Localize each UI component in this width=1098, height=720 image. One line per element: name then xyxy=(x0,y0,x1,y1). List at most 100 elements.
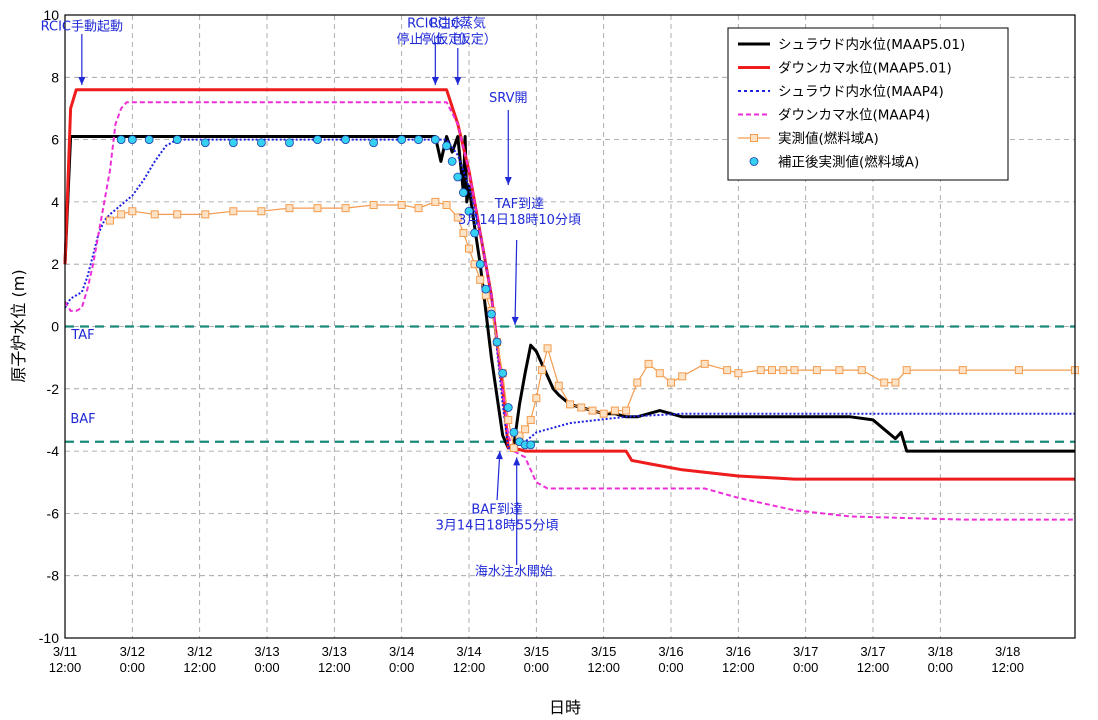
measured-point xyxy=(257,207,266,216)
annotation-arrowhead xyxy=(495,451,503,460)
annotation-arrowhead xyxy=(454,77,462,85)
corrected-point xyxy=(509,428,519,437)
measured-point xyxy=(369,201,378,210)
x-tick-label: 3/17 xyxy=(793,644,818,659)
annotation-arrowhead xyxy=(431,77,439,85)
measured-point xyxy=(173,210,182,219)
y-tick-label: 4 xyxy=(51,194,59,210)
annotation-arrowhead xyxy=(78,77,86,85)
measured-point xyxy=(521,425,530,434)
corrected-point xyxy=(487,309,496,319)
measured-point xyxy=(532,394,541,403)
measured-point xyxy=(880,378,889,387)
y-tick-label: 10 xyxy=(43,7,59,23)
x-tick-label: 3/12 xyxy=(120,644,145,659)
annotation-text: RCIC手動起動 xyxy=(41,20,123,35)
legend-label: ダウンカマ水位(MAAP4) xyxy=(778,108,930,124)
legend-box xyxy=(727,27,1009,181)
x-tick-label: 12:00 xyxy=(183,660,216,675)
measured-point xyxy=(465,244,473,253)
x-tick-label: 3/16 xyxy=(726,644,751,659)
annotation-text: BAF到達 xyxy=(471,502,522,517)
x-tick-label: 3/15 xyxy=(524,644,549,659)
measured-point xyxy=(678,372,687,381)
measured-point xyxy=(790,366,799,375)
annotation-text: 3月14日18時55分頃 xyxy=(436,518,559,533)
x-tick-label: 12:00 xyxy=(722,660,755,675)
y-tick-label: 8 xyxy=(51,69,59,85)
annotation-arrow xyxy=(496,451,501,501)
y-axis-title: 原子炉水位 (m) xyxy=(9,269,28,382)
legend-swatch xyxy=(750,134,758,142)
series-line-3 xyxy=(64,101,1075,521)
annotation-text: TAF到達 xyxy=(494,197,544,212)
measured-point xyxy=(958,366,967,375)
annotation-text: RCIC注水 xyxy=(407,16,463,31)
annotation-arrowhead xyxy=(504,177,512,185)
corrected-point xyxy=(526,440,536,450)
x-tick-label: 12:00 xyxy=(49,660,82,675)
corrected-point xyxy=(492,337,502,347)
corrected-point xyxy=(414,135,423,145)
measured-point xyxy=(857,366,866,375)
corrected-point xyxy=(447,157,457,166)
annotation-text: 停止（仮定） xyxy=(396,31,474,47)
annotation-arrowhead xyxy=(513,457,521,466)
measured-point xyxy=(891,378,900,387)
measured-point xyxy=(117,210,126,219)
measured-point xyxy=(644,359,653,368)
legend-swatch xyxy=(749,157,759,166)
measured-point xyxy=(588,406,597,415)
x-tick-label: 12:00 xyxy=(587,660,620,675)
corrected-point xyxy=(172,135,182,145)
x-tick-label: 3/17 xyxy=(860,644,885,659)
annotation-arrowhead xyxy=(511,316,519,325)
measured-point xyxy=(414,204,423,213)
corrected-point xyxy=(430,135,440,145)
x-tick-label: 3/13 xyxy=(254,644,279,659)
x-tick-label: 3/16 xyxy=(658,644,683,659)
x-tick-label: 0:00 xyxy=(524,660,549,675)
series-line-2 xyxy=(64,138,1075,449)
y-tick-labels: 10 8 6 4 2 0 -2 -4 -6 -8 -10 xyxy=(39,7,59,646)
measured-point xyxy=(341,204,350,213)
corrected-point xyxy=(341,135,350,145)
corrected-point xyxy=(200,138,210,148)
measured-point xyxy=(610,406,619,415)
corrected-point xyxy=(228,138,238,148)
series-line-0 xyxy=(63,135,1075,453)
x-tick-label: 12:00 xyxy=(318,660,351,675)
measured-point xyxy=(756,366,765,375)
y-tick-label: -6 xyxy=(47,505,60,521)
measured-point xyxy=(700,359,709,368)
legend-label: 補正後実測値(燃料域A) xyxy=(778,154,919,171)
x-tick-label: 3/13 xyxy=(322,644,347,659)
measured-point xyxy=(779,366,788,375)
y-tick-label: 0 xyxy=(51,319,59,335)
y-tick-label: 6 xyxy=(51,132,59,148)
legend: シュラウド内水位(MAAP5.01) ダウンカマ水位(MAAP5.01) シュラウド… xyxy=(727,27,1009,181)
measured-point xyxy=(812,366,821,375)
legend-label: シュラウド内水位(MAAP4) xyxy=(778,84,944,100)
corrected-point xyxy=(458,188,468,197)
annotation-text: TAF xyxy=(70,328,94,343)
measured-point xyxy=(509,443,518,452)
reference-lines xyxy=(65,325,1075,443)
plot-frame xyxy=(64,14,1076,639)
corrected-point xyxy=(453,172,463,182)
measured-point xyxy=(723,366,732,375)
measured-point xyxy=(734,369,743,378)
measured-point xyxy=(285,204,294,213)
x-tick-label: 3/11 xyxy=(53,644,77,659)
measured-point xyxy=(835,366,844,375)
x-tick-label: 0:00 xyxy=(120,660,145,675)
x-tick-label: 12:00 xyxy=(857,660,890,675)
corrected-point xyxy=(285,138,294,148)
annotation-text: 停止（仮定） xyxy=(419,31,497,47)
corrected-point xyxy=(127,135,137,145)
legend-label: 実測値(燃料域A) xyxy=(778,130,879,147)
corrected-point xyxy=(369,138,379,148)
x-tick-label: 0:00 xyxy=(658,660,683,675)
x-tick-label: 3/15 xyxy=(591,644,616,659)
